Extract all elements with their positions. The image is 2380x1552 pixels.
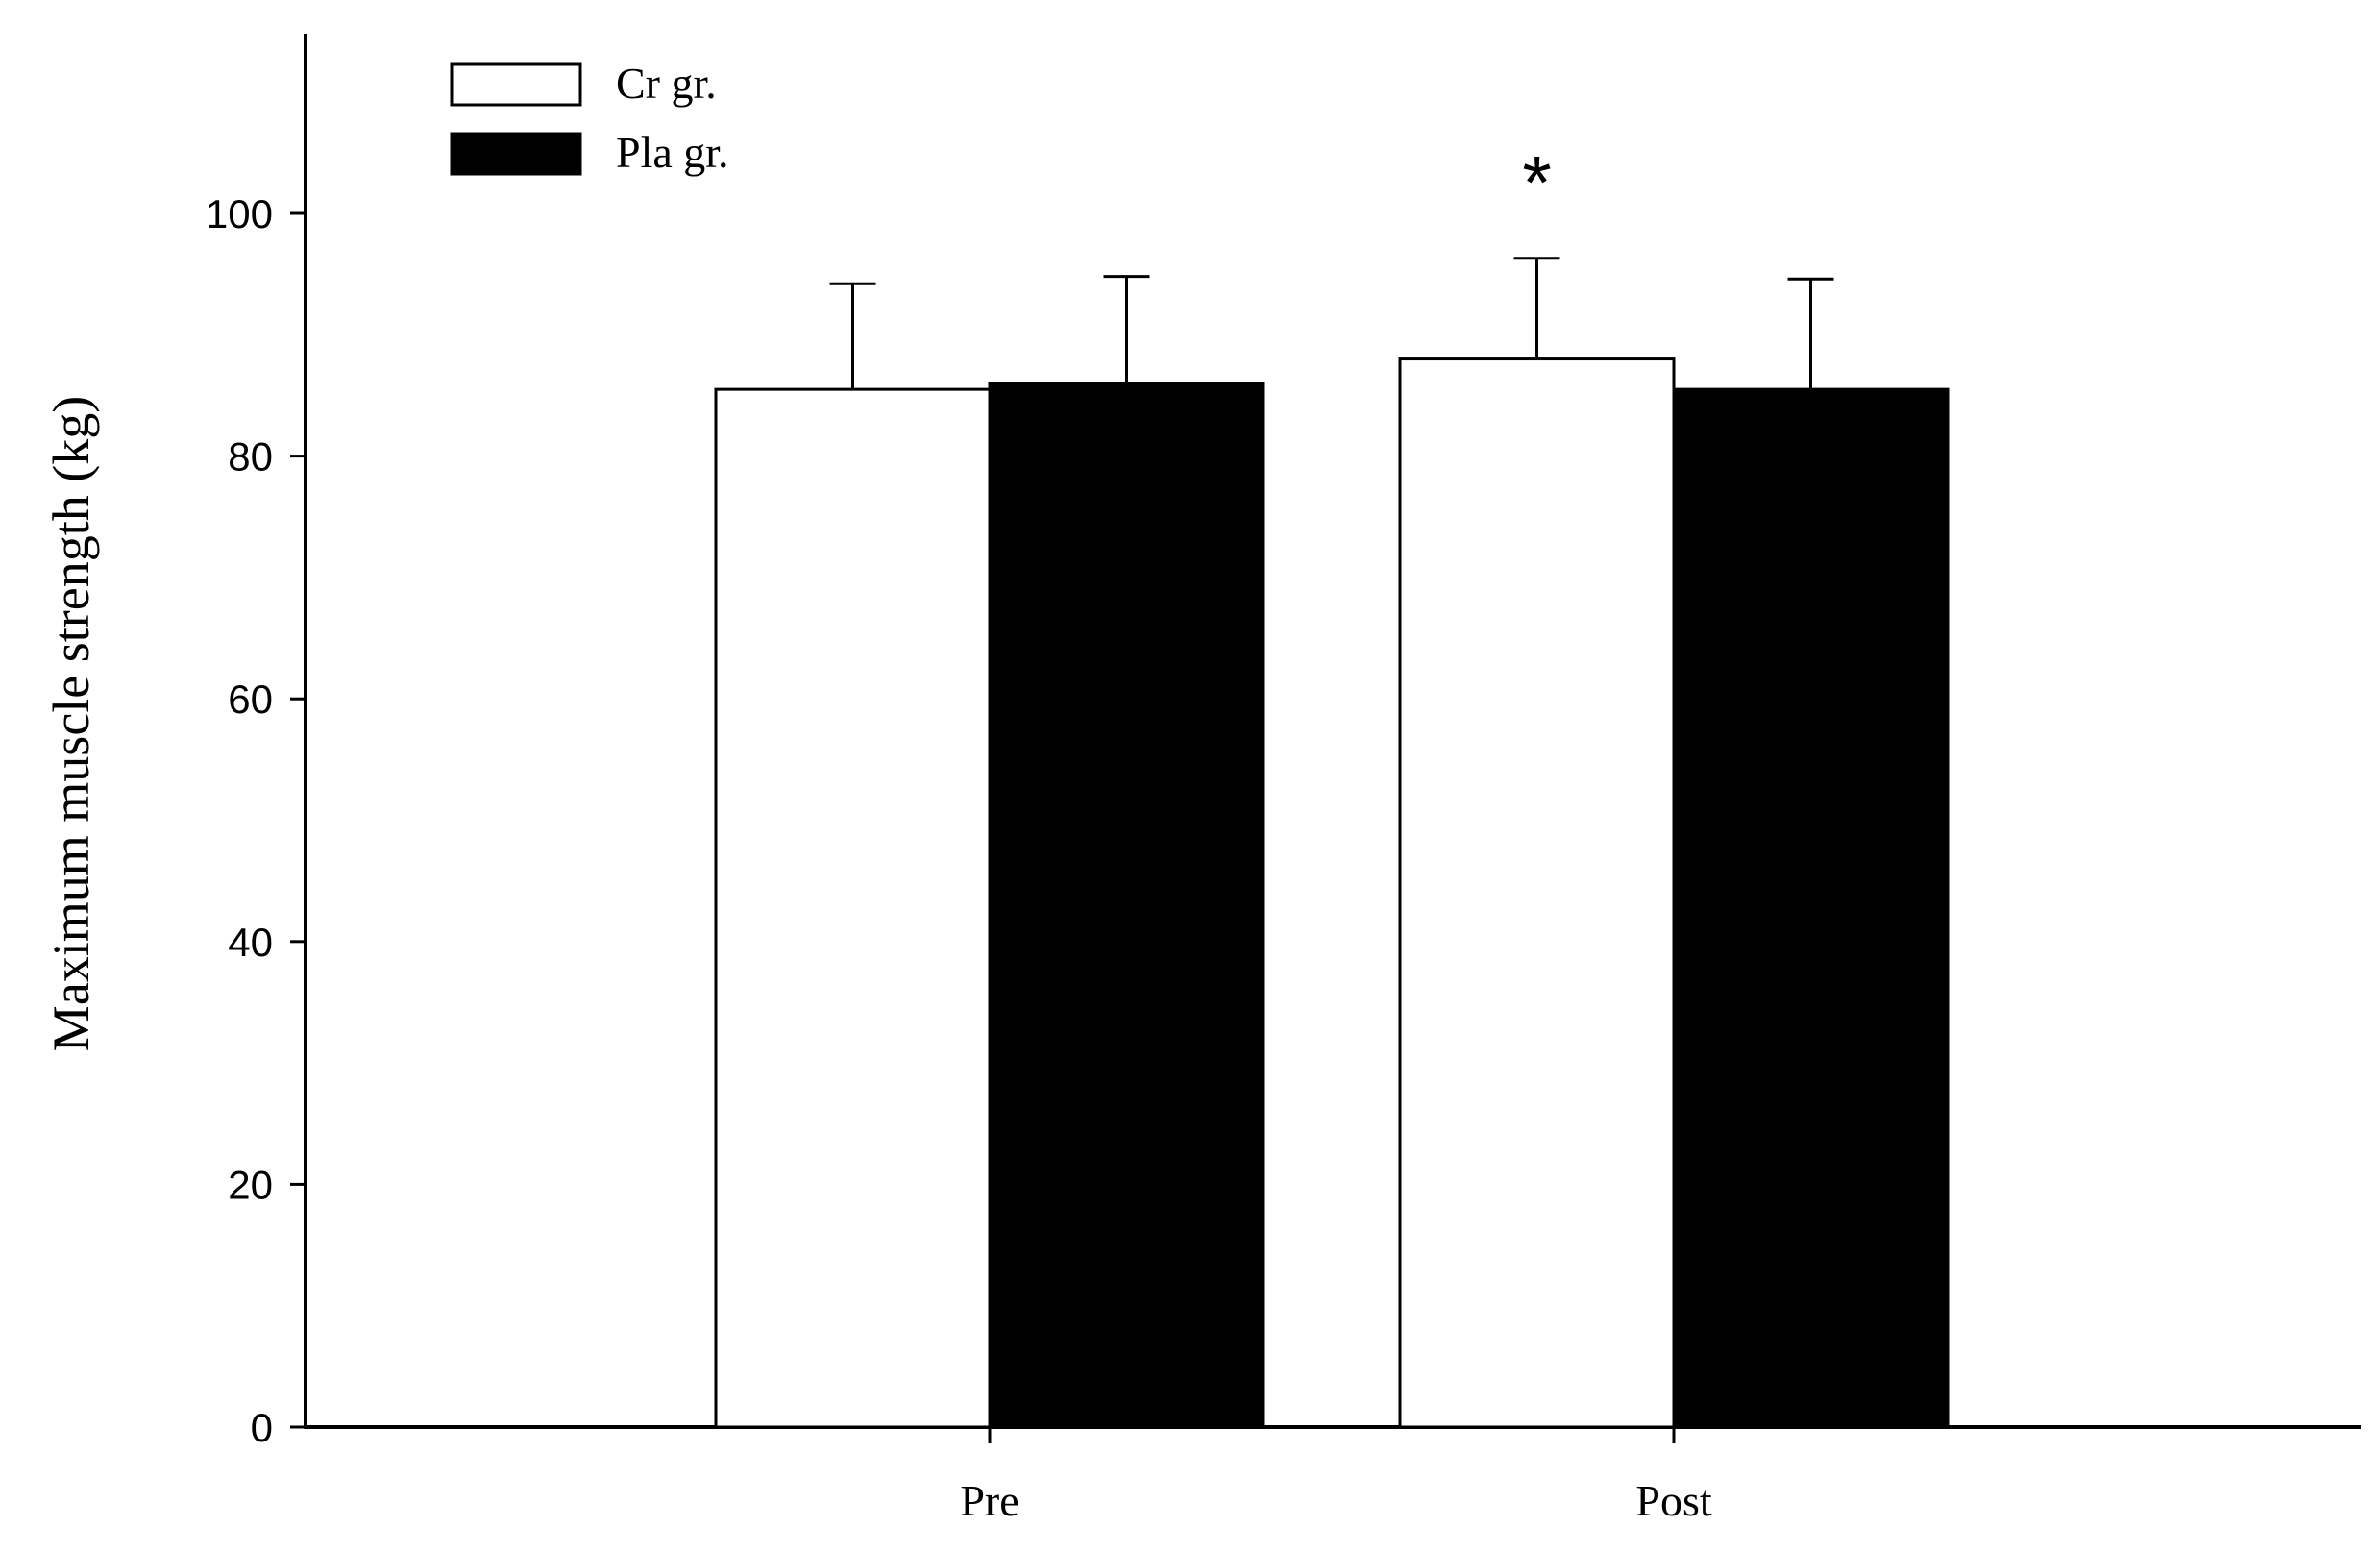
legend-swatch [450,62,582,107]
bar [1398,357,1676,1429]
y-tick-label: 0 [251,1405,273,1450]
x-tick-label: Post [1635,1476,1711,1525]
bar [1672,387,1950,1429]
y-axis-title: Maximum muscle strength (kg) [42,396,100,1051]
y-tick-label: 40 [228,920,273,965]
x-tick-label: Pre [960,1476,1018,1525]
bar [988,382,1265,1429]
significance-marker: * [1522,140,1551,225]
bar [714,387,992,1429]
y-tick-label: 80 [228,434,273,480]
legend: Cr gr. Pla gr. [450,59,729,177]
y-tick-label: 20 [228,1162,273,1207]
legend-swatch [450,132,582,176]
legend-label: Cr gr. [616,59,717,108]
y-tick-label: 100 [206,191,273,236]
axes: 0 20 40 60 80 100 Pre Post [206,34,2361,1525]
y-tick-label: 60 [228,677,273,722]
legend-label: Pla gr. [616,128,729,177]
bars: * [714,140,1950,1429]
